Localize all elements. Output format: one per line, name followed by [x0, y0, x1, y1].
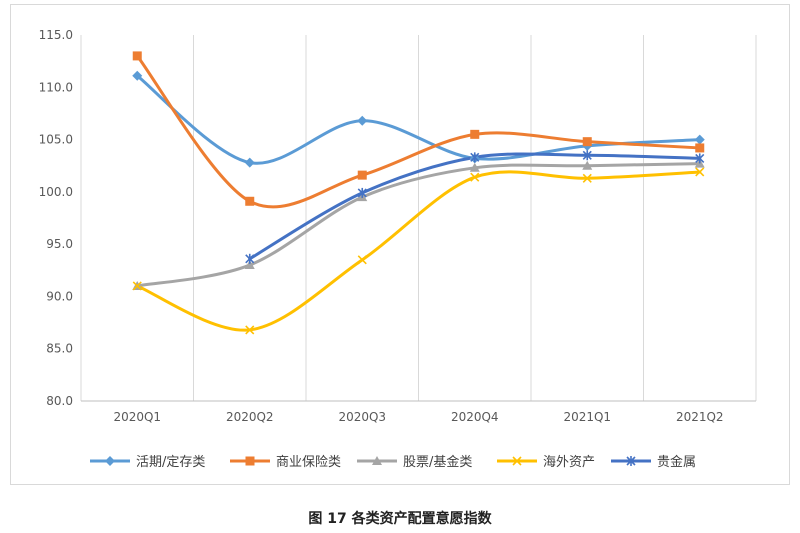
legend-label: 商业保险类 [276, 455, 341, 470]
y-tick-label: 105.0 [39, 133, 73, 147]
x-tick-label: 2020Q3 [338, 410, 386, 424]
legend-item: 贵金属 [611, 454, 696, 470]
data-point-marker [357, 187, 367, 198]
data-point-marker [582, 150, 592, 161]
x-tick-label: 2020Q2 [226, 410, 274, 424]
data-point-marker [132, 281, 142, 291]
legend-item: 海外资产 [497, 455, 595, 470]
legend-label: 股票/基金类 [403, 454, 472, 470]
legend-swatch-marker [105, 456, 115, 466]
data-point-marker [470, 152, 480, 163]
chart-svg: 80.0 85.0 90.0 95.0 100.0 105.0 110.0 115.0 2020… [39, 28, 757, 470]
data-point-marker [244, 260, 255, 270]
x-tick-label: 2021Q1 [563, 410, 611, 424]
legend-item: 股票/基金类 [357, 454, 472, 470]
axes: 80.0 85.0 90.0 95.0 100.0 105.0 110.0 115.0 2020… [39, 28, 756, 424]
y-tick-label: 80.0 [46, 394, 73, 408]
data-point-marker [694, 134, 705, 145]
data-point-marker [582, 173, 592, 183]
x-tick-label: 2020Q1 [113, 410, 161, 424]
data-point-marker [245, 253, 255, 264]
data-point-marker [695, 167, 705, 177]
chart-frame: 80.0 85.0 90.0 95.0 100.0 105.0 110.0 115.0 2020… [10, 4, 790, 485]
data-point-marker [245, 325, 255, 335]
y-tick-label: 85.0 [46, 342, 73, 356]
data-point-marker [582, 160, 593, 170]
gridlines [80, 35, 757, 401]
y-tick-label: 115.0 [39, 28, 73, 42]
data-point-marker [695, 143, 705, 153]
x-tick-label: 2021Q2 [676, 410, 724, 424]
data-point-marker [357, 170, 367, 180]
legend: 活期/定存类 商业保险类 股票/基金类 海外资产 贵金属 [90, 454, 696, 470]
data-point-marker [357, 115, 368, 126]
figure-caption: 图 17 各类资产配置意愿指数 [308, 511, 492, 527]
series-line-0 [135, 74, 702, 165]
legend-item: 活期/定存类 [90, 455, 205, 470]
legend-label: 活期/定存类 [136, 455, 205, 470]
legend-swatch-marker [626, 456, 636, 466]
y-tick-label: 90.0 [46, 289, 73, 303]
series-line-3 [135, 170, 702, 332]
data-point-marker [470, 129, 480, 139]
data-point-marker [132, 70, 143, 81]
legend-swatch-marker [372, 456, 382, 465]
y-tick-label: 110.0 [39, 80, 73, 94]
y-tick-label: 95.0 [46, 237, 73, 251]
series-markers [132, 51, 705, 335]
data-point-marker [357, 255, 367, 265]
data-point-marker [695, 153, 705, 164]
legend-label: 贵金属 [657, 454, 696, 470]
y-tick-label: 100.0 [39, 185, 73, 199]
data-point-marker [470, 172, 480, 182]
data-point-marker [469, 162, 480, 172]
legend-swatch-marker [512, 456, 522, 466]
series-line-2 [135, 162, 702, 288]
legend-label: 海外资产 [543, 455, 595, 470]
data-point-marker [132, 51, 142, 61]
data-point-marker [245, 196, 255, 206]
legend-swatch-marker [245, 456, 255, 466]
data-point-marker [244, 157, 255, 168]
x-tick-label: 2020Q4 [451, 410, 499, 424]
legend-item: 商业保险类 [230, 455, 341, 470]
data-point-marker [582, 137, 592, 147]
